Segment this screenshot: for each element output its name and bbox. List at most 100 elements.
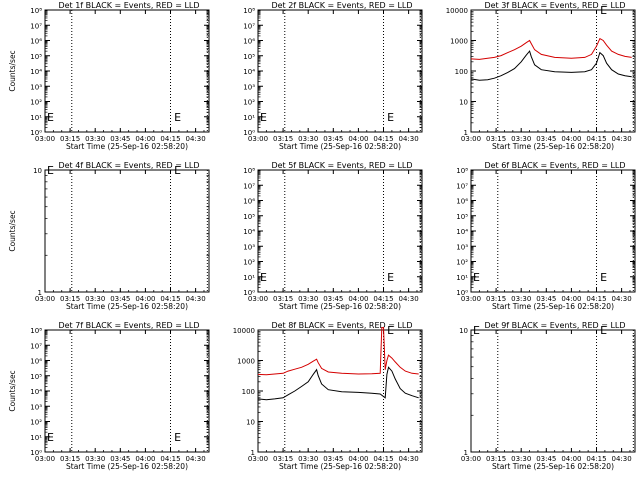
y-tick-label: 1	[464, 449, 468, 457]
plot-frame	[44, 9, 210, 133]
y-tick-label: 10⁴	[243, 68, 255, 76]
e-marker: E	[600, 4, 607, 17]
y-tick-label: 10⁸	[243, 7, 255, 15]
x-tick-label: 04:30	[612, 135, 632, 143]
x-tick-label: 04:00	[135, 455, 155, 463]
y-tick-label: 10⁶	[30, 38, 42, 46]
x-axis-label: Start Time (25-Sep-16 02:58:20)	[492, 302, 614, 311]
y-tick-label: 10⁴	[30, 68, 42, 76]
y-tick-label: 10¹	[456, 274, 468, 282]
y-tick-label: 10⁷	[30, 22, 42, 30]
events-series-line	[257, 366, 419, 401]
x-tick-label: 03:45	[110, 135, 130, 143]
x-tick-label: 03:00	[35, 455, 55, 463]
panel-title: Det 1f BLACK = Events, RED = LLD	[58, 1, 199, 10]
x-tick-label: 04:15	[373, 135, 393, 143]
x-tick-label: 03:45	[110, 295, 130, 303]
x-tick-label: 04:15	[586, 295, 606, 303]
x-tick-label: 03:45	[323, 295, 343, 303]
y-tick-label: 100	[242, 388, 255, 396]
x-tick-label: 04:30	[186, 135, 206, 143]
x-tick-label: 04:15	[160, 455, 180, 463]
x-tick-label: 04:15	[586, 135, 606, 143]
plot-frame	[470, 169, 636, 293]
plot-frame	[257, 9, 423, 133]
y-tick-label: 10³	[30, 403, 42, 411]
x-tick-label: 04:00	[135, 135, 155, 143]
x-tick-label: 03:45	[536, 135, 556, 143]
x-tick-label: 04:30	[399, 135, 419, 143]
x-tick-label: 03:45	[110, 455, 130, 463]
y-tick-label: 10⁵	[30, 373, 42, 381]
x-tick-label: 04:30	[612, 455, 632, 463]
x-axis-label: Start Time (25-Sep-16 02:58:20)	[279, 142, 401, 151]
x-tick-label: 04:00	[348, 455, 368, 463]
x-tick-label: 03:00	[461, 135, 481, 143]
y-tick-label: 10¹	[30, 114, 42, 122]
e-marker: E	[600, 271, 607, 284]
plot-frame	[44, 329, 210, 453]
y-tick-label: 10⁴	[243, 228, 255, 236]
y-tick-label: 10⁸	[30, 327, 42, 335]
e-marker: E	[387, 324, 394, 337]
y-tick-label: 10¹	[243, 274, 255, 282]
lld-series-line	[257, 327, 419, 376]
x-tick-label: 04:15	[373, 455, 393, 463]
e-marker: E	[387, 111, 394, 124]
panel-title: Det 6f BLACK = Events, RED = LLD	[484, 161, 625, 170]
y-tick-label: 10	[246, 419, 255, 427]
x-axis-label: Start Time (25-Sep-16 02:58:20)	[492, 142, 614, 151]
y-tick-label: 10¹	[243, 114, 255, 122]
y-tick-label: 10³	[243, 83, 255, 91]
panel-title: Det 4f BLACK = Events, RED = LLD	[58, 161, 199, 170]
panel-title: Det 7f BLACK = Events, RED = LLD	[58, 321, 199, 330]
x-tick-label: 04:30	[399, 455, 419, 463]
e-marker: E	[174, 431, 181, 444]
x-axis-label: Start Time (25-Sep-16 02:58:20)	[279, 462, 401, 471]
y-tick-label: 10⁰	[243, 289, 255, 297]
x-tick-label: 03:45	[536, 295, 556, 303]
x-tick-label: 03:30	[85, 135, 105, 143]
y-tick-label: 10000	[233, 327, 255, 335]
x-tick-label: 03:15	[486, 455, 506, 463]
y-tick-label: 10⁰	[30, 129, 42, 137]
y-axis-label: Counts/sec	[8, 370, 17, 411]
y-tick-label: 10⁰	[243, 129, 255, 137]
y-tick-label: 10⁶	[30, 358, 42, 366]
x-tick-label: 04:00	[561, 455, 581, 463]
y-tick-label: 1	[38, 289, 42, 297]
y-tick-label: 10⁸	[30, 7, 42, 15]
panel-det-9: Det 9f BLACK = Events, RED = LLD 03:00 03:…	[459, 321, 636, 471]
y-tick-label: 10⁵	[456, 213, 468, 221]
e-marker: E	[47, 164, 54, 177]
y-tick-label: 10¹	[30, 434, 42, 442]
x-tick-label: 04:00	[561, 135, 581, 143]
x-tick-label: 03:00	[461, 455, 481, 463]
panel-det-2: Det 2f BLACK = Events, RED = LLD 03:00 03:…	[243, 1, 423, 151]
e-marker: E	[174, 111, 181, 124]
panel-det-7: Det 7f BLACK = Events, RED = LLD 03:00 03:…	[8, 321, 210, 471]
y-tick-label: 10²	[30, 99, 42, 107]
y-tick-label: 10⁷	[243, 182, 255, 190]
x-tick-label: 03:00	[248, 135, 268, 143]
y-tick-label: 10³	[243, 243, 255, 251]
x-tick-label: 03:15	[486, 295, 506, 303]
y-tick-label: 1	[464, 129, 468, 137]
x-tick-label: 03:00	[248, 295, 268, 303]
e-marker: E	[47, 431, 54, 444]
panel-det-6: Det 6f BLACK = Events, RED = LLD 03:00 03:…	[456, 161, 636, 311]
e-marker: E	[473, 324, 480, 337]
x-tick-label: 03:45	[536, 455, 556, 463]
y-tick-label: 10⁷	[30, 342, 42, 350]
panel-title: Det 9f BLACK = Events, RED = LLD	[484, 321, 625, 330]
x-tick-label: 03:00	[461, 295, 481, 303]
y-tick-label: 10²	[243, 99, 255, 107]
x-tick-label: 03:30	[85, 295, 105, 303]
y-tick-label: 10²	[456, 259, 468, 267]
x-axis-label: Start Time (25-Sep-16 02:58:20)	[66, 462, 188, 471]
y-tick-label: 1000	[450, 38, 468, 46]
panel-title: Det 8f BLACK = Events, RED = LLD	[271, 321, 412, 330]
y-tick-label: 10⁷	[243, 22, 255, 30]
x-tick-label: 03:15	[273, 135, 293, 143]
